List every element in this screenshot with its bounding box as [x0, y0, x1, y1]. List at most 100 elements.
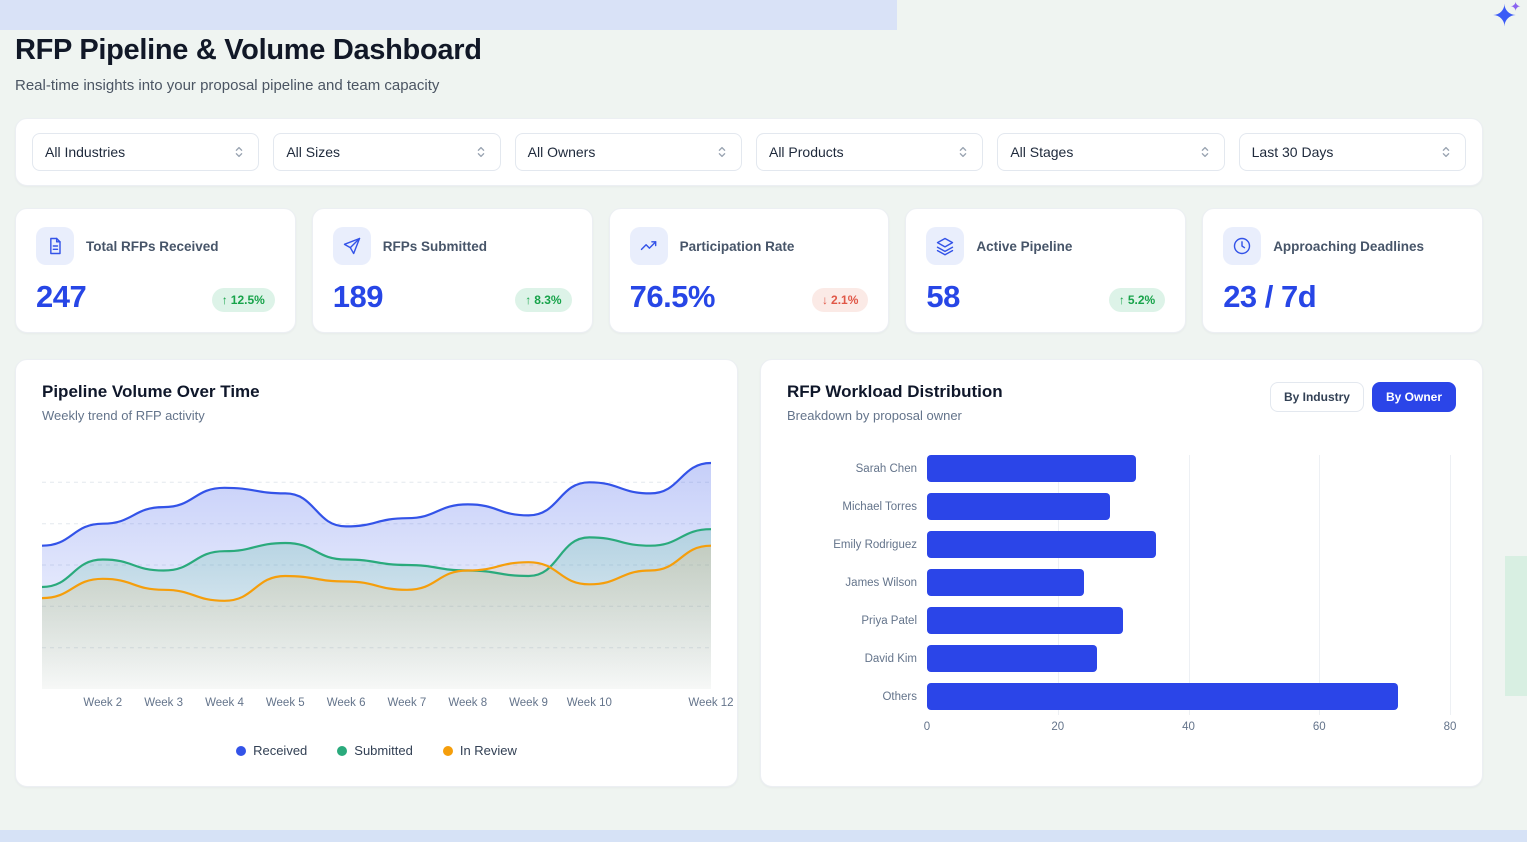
kpi-value: 189	[332, 279, 384, 314]
bar-row-others: Others	[787, 683, 1456, 710]
bar-category-label: James Wilson	[845, 576, 917, 589]
workload-distribution-card: RFP Workload Distribution Breakdown by p…	[760, 359, 1483, 787]
filter-products[interactable]: All Products	[755, 133, 984, 171]
kpi-card-rfps-submitted: RFPs Submitted 189 ↑ 8.3%	[311, 208, 593, 333]
chart-subtitle: Weekly trend of RFP activity	[42, 408, 205, 423]
trend-up-icon	[629, 227, 668, 265]
bar-category-label: Priya Patel	[861, 614, 917, 627]
pipeline-volume-chart: Week 2 Week 3 Week 4 Week 5 Week 6 Week 7 Week…	[42, 441, 734, 715]
kpi-label: RFPs Submitted	[382, 238, 488, 254]
kpi-label: Participation Rate	[679, 238, 795, 254]
bar-row-james-wilson: James Wilson	[787, 569, 1456, 596]
delta-value: 2.1%	[831, 293, 859, 307]
filter-owners[interactable]: All Owners	[514, 133, 742, 171]
filter-owners-value: All Owners	[527, 144, 596, 160]
x-axis-label: Week 6	[326, 697, 366, 709]
bar-row-sarah-chen: Sarah Chen	[787, 455, 1456, 482]
send-icon	[332, 227, 371, 265]
kpi-delta-badge: ↑ 8.3%	[515, 288, 572, 312]
delta-arrow-icon: ↑	[1118, 293, 1125, 307]
x-axis-label: Week 5	[265, 697, 305, 709]
bar[interactable]	[927, 683, 1398, 710]
bar-row-priya-patel: Priya Patel	[787, 607, 1456, 634]
filter-industries[interactable]: All Industries	[32, 133, 260, 171]
dashboard-page: RFP Pipeline & Volume Dashboard Real-tim…	[15, 0, 1483, 787]
gridline	[1188, 455, 1190, 715]
kpi-delta-badge: ↑ 12.5%	[211, 288, 275, 312]
bar[interactable]	[927, 645, 1097, 672]
kpi-card-approaching-deadlines: Approaching Deadlines 23 / 7d	[1202, 208, 1483, 333]
gridline	[1319, 455, 1321, 715]
bar-category-label: Sarah Chen	[855, 462, 917, 475]
bar-track	[927, 645, 1450, 672]
bar-track	[927, 531, 1450, 558]
kpi-delta-badge: ↓ 2.1%	[812, 288, 869, 312]
bar-row-david-kim: David Kim	[787, 645, 1456, 672]
kpi-card-total-rfps-received: Total RFPs Received 247 ↑ 12.5%	[15, 208, 296, 333]
delta-arrow-icon: ↑	[525, 293, 532, 307]
x-axis-label: Week 8	[448, 697, 488, 709]
workload-bar-chart: Sarah Chen Michael Torres Emily Rodriguez J…	[787, 455, 1456, 741]
clock-icon	[1223, 227, 1262, 265]
chevrons-up-down-icon	[236, 146, 243, 158]
kpi-label: Total RFPs Received	[86, 238, 219, 254]
chevrons-up-down-icon	[960, 146, 967, 158]
kpi-value: 23 / 7d	[1223, 279, 1317, 314]
chart-subtitle: Breakdown by proposal owner	[787, 408, 962, 423]
x-axis-tick: 40	[1182, 721, 1195, 733]
legend-item-received: Received	[236, 743, 307, 758]
decorative-bottom-strip	[0, 830, 1527, 842]
legend-dot	[442, 745, 453, 756]
filter-sizes[interactable]: All Sizes	[273, 133, 501, 171]
bar[interactable]	[927, 455, 1137, 482]
legend-item-submitted: Submitted	[337, 743, 413, 758]
x-axis-tick: 60	[1312, 721, 1326, 733]
bar-track	[927, 607, 1450, 634]
bar-category-label: Michael Torres	[842, 500, 917, 513]
kpi-row: Total RFPs Received 247 ↑ 12.5% RFPs Subm…	[15, 208, 1483, 333]
bar[interactable]	[927, 493, 1111, 520]
bar-track	[927, 455, 1450, 482]
filter-date-range[interactable]: Last 30 Days	[1238, 133, 1466, 171]
bar[interactable]	[927, 531, 1156, 558]
legend-item-in-review: In Review	[442, 743, 517, 758]
bar[interactable]	[927, 569, 1084, 596]
filter-products-value: All Products	[768, 144, 844, 160]
kpi-label: Approaching Deadlines	[1273, 238, 1424, 254]
page-header: RFP Pipeline & Volume Dashboard Real-tim…	[15, 34, 1483, 94]
workload-toggle-group: By Industry By Owner	[1269, 382, 1456, 412]
by-owner-button[interactable]: By Owner	[1371, 382, 1456, 412]
layers-icon	[926, 227, 965, 265]
bar-track	[927, 683, 1450, 710]
x-axis-tick: 20	[1051, 721, 1065, 733]
chevrons-up-down-icon	[1442, 146, 1450, 158]
bar[interactable]	[927, 607, 1124, 634]
x-axis-label: Week 4	[205, 697, 244, 709]
legend-label: Submitted	[354, 743, 413, 758]
x-axis-label: Week 2	[83, 697, 123, 709]
line-chart-svg	[42, 461, 711, 689]
x-axis-tick: 80	[1443, 721, 1457, 733]
kpi-label: Active Pipeline	[976, 238, 1073, 254]
page-title: RFP Pipeline & Volume Dashboard	[15, 34, 482, 66]
chart-legend: Received Submitted In Review	[42, 743, 711, 758]
bar-category-label: Others	[882, 690, 917, 703]
filter-sizes-value: All Sizes	[286, 144, 341, 160]
bar-category-label: David Kim	[864, 652, 917, 665]
x-axis-label: Week 3	[144, 697, 184, 709]
legend-label: In Review	[459, 743, 517, 758]
kpi-value: 58	[926, 279, 960, 314]
legend-dot	[236, 745, 247, 756]
kpi-card-active-pipeline: Active Pipeline 58 ↑ 5.2%	[905, 208, 1187, 333]
x-axis-label: Week 10	[566, 697, 612, 709]
bar-row-michael-torres: Michael Torres	[787, 493, 1456, 520]
filter-stages[interactable]: All Stages	[997, 133, 1225, 171]
chart-title: Pipeline Volume Over Time	[42, 382, 260, 401]
chart-title: RFP Workload Distribution	[787, 382, 1003, 401]
chevrons-up-down-icon	[718, 146, 726, 158]
by-industry-button[interactable]: By Industry	[1269, 382, 1364, 412]
chevrons-up-down-icon	[1201, 146, 1208, 158]
bar-category-label: Emily Rodriguez	[833, 538, 917, 551]
bar-rows: Sarah Chen Michael Torres Emily Rodriguez J…	[787, 455, 1456, 710]
filter-bar: All Industries All Sizes All Owners All …	[15, 118, 1483, 186]
